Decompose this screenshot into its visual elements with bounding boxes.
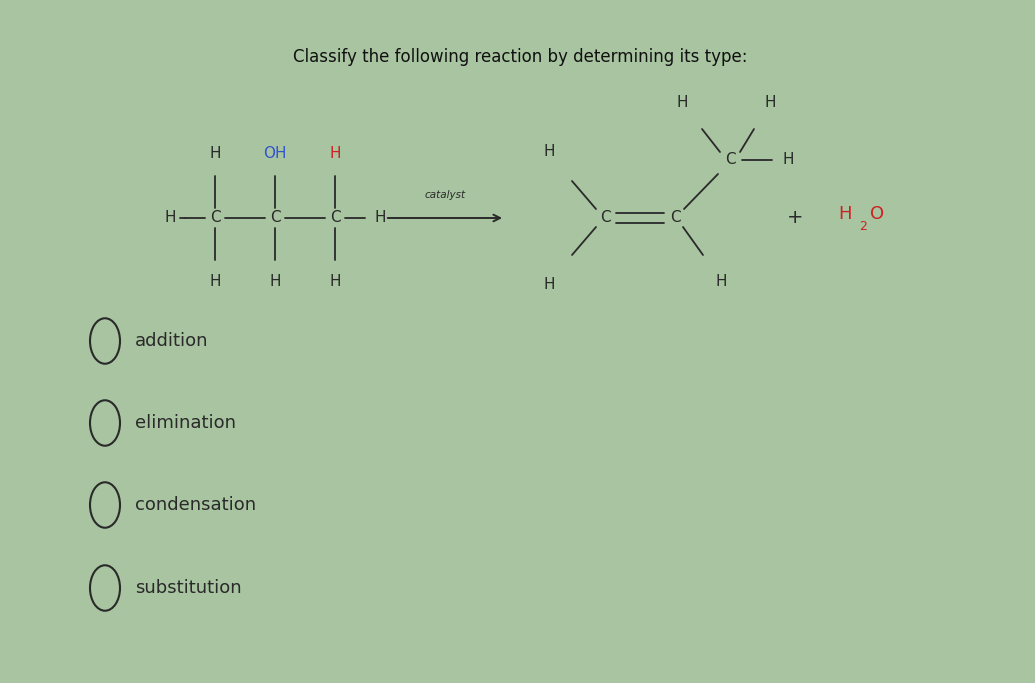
Text: elimination: elimination: [135, 414, 236, 432]
Text: C: C: [210, 210, 220, 225]
Text: H: H: [165, 210, 176, 225]
Text: C: C: [670, 210, 680, 225]
Text: addition: addition: [135, 332, 208, 350]
Text: catalyst: catalyst: [424, 190, 466, 200]
Text: H: H: [329, 275, 341, 290]
Text: +: +: [787, 208, 803, 227]
Text: H: H: [543, 143, 555, 158]
Text: H: H: [209, 146, 220, 161]
Text: H: H: [375, 210, 386, 225]
Text: Classify the following reaction by determining its type:: Classify the following reaction by deter…: [293, 48, 747, 66]
Text: H: H: [676, 96, 687, 111]
Text: H: H: [269, 275, 280, 290]
Text: OH: OH: [263, 146, 287, 161]
Text: 2: 2: [859, 219, 867, 232]
Text: H: H: [764, 96, 776, 111]
Text: C: C: [724, 152, 735, 167]
Text: H: H: [329, 146, 341, 161]
Text: H: H: [715, 275, 727, 290]
Text: O: O: [870, 205, 884, 223]
Text: H: H: [543, 277, 555, 292]
Text: C: C: [330, 210, 341, 225]
Text: substitution: substitution: [135, 579, 241, 597]
Text: C: C: [270, 210, 280, 225]
Text: H: H: [782, 152, 794, 167]
Text: H: H: [209, 275, 220, 290]
Text: C: C: [599, 210, 611, 225]
Text: condensation: condensation: [135, 496, 256, 514]
Text: H: H: [838, 205, 852, 223]
